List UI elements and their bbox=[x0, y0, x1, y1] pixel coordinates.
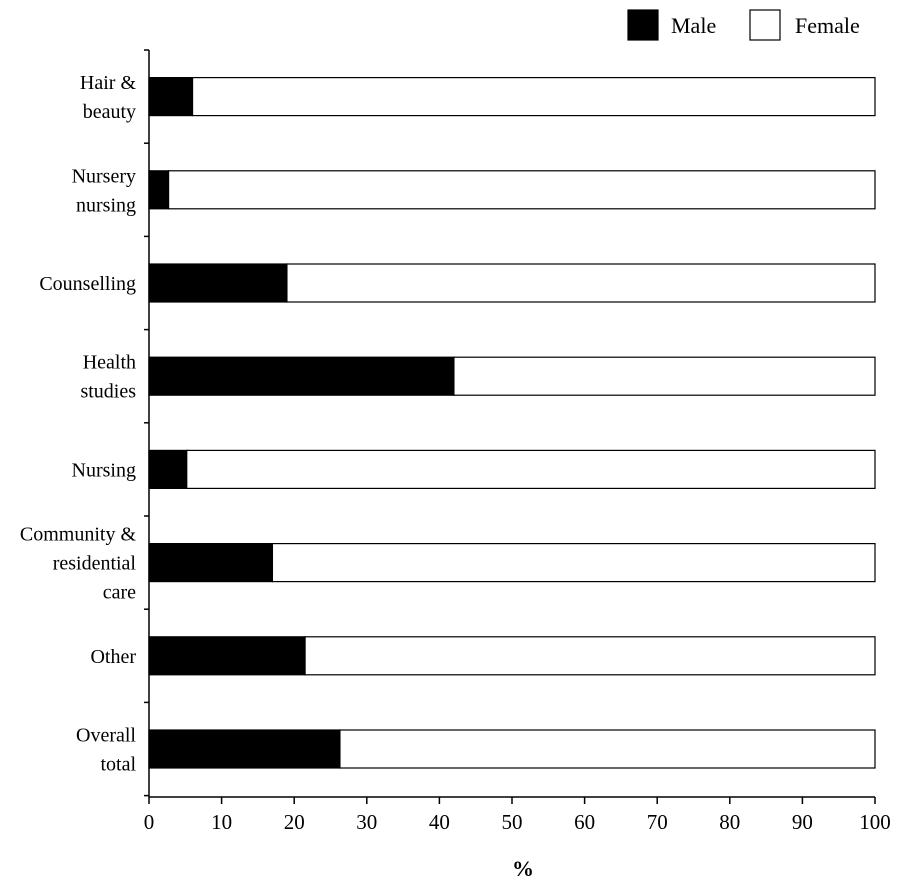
bar-female bbox=[191, 76, 876, 117]
category-label-line: Other bbox=[90, 646, 136, 668]
category-label-line: studies bbox=[80, 381, 136, 403]
bar-male bbox=[148, 449, 188, 489]
category-label-line: beauty bbox=[83, 101, 136, 123]
bar-male bbox=[148, 636, 306, 676]
bar-female bbox=[271, 542, 876, 583]
x-tick-label: 40 bbox=[429, 810, 450, 834]
bar-male bbox=[148, 76, 194, 117]
category-label-line: Nursing bbox=[72, 459, 136, 481]
bar-male bbox=[148, 356, 455, 396]
x-tick-label: 70 bbox=[647, 810, 668, 834]
category-label: Counselling bbox=[39, 273, 136, 295]
x-tick-label: 10 bbox=[211, 810, 232, 834]
x-tick-label: 50 bbox=[502, 810, 523, 834]
category-label-line: total bbox=[100, 754, 136, 776]
x-tick-label: 80 bbox=[719, 810, 740, 834]
bar-female bbox=[186, 449, 876, 489]
category-label-line: nursing bbox=[76, 194, 136, 216]
category-label-line: Hair & bbox=[80, 72, 137, 94]
category-label: Nursery nursing bbox=[72, 165, 136, 216]
bar-female bbox=[286, 263, 876, 303]
category-label: Other bbox=[90, 646, 136, 668]
category-label: Overall total bbox=[76, 725, 136, 776]
category-label-line: Health bbox=[83, 352, 136, 374]
category-label: Community & residential care bbox=[20, 524, 137, 604]
bar-female bbox=[304, 636, 876, 676]
legend-label-female: Female bbox=[795, 13, 860, 38]
legend-swatch-female bbox=[749, 9, 781, 41]
category-label-line: care bbox=[103, 582, 136, 604]
x-tick-label: 90 bbox=[792, 810, 813, 834]
bar-male bbox=[148, 170, 170, 210]
x-tick-label: 30 bbox=[356, 810, 377, 834]
bar-female bbox=[453, 356, 876, 396]
category-label-line: Community & bbox=[20, 524, 137, 546]
category-label-line: Nursery bbox=[72, 165, 136, 187]
category-label-line: Overall bbox=[76, 725, 136, 747]
x-tick-label: 100 bbox=[859, 810, 891, 834]
x-tick-label: 60 bbox=[574, 810, 595, 834]
chart-legend: Male Female bbox=[627, 9, 860, 41]
x-ticks-group: 0 10 20 30 40 50 60 70 80 90 100 bbox=[144, 797, 891, 834]
bar-female bbox=[168, 170, 876, 210]
category-labels-group: Hair & beauty Nursery nursing Counselling Hea… bbox=[20, 72, 137, 775]
legend-swatch-male bbox=[627, 9, 659, 41]
bars-group bbox=[148, 76, 876, 769]
bar-female bbox=[339, 729, 876, 769]
legend-label-male: Male bbox=[671, 13, 716, 38]
bar-male bbox=[148, 542, 274, 583]
axes-group bbox=[144, 49, 875, 798]
bar-male bbox=[148, 729, 341, 769]
category-label: Hair & beauty bbox=[80, 72, 137, 123]
x-tick-label: 20 bbox=[284, 810, 305, 834]
x-tick-label: 0 bbox=[144, 810, 155, 834]
category-label: Nursing bbox=[72, 459, 136, 481]
category-label-line: Counselling bbox=[39, 273, 136, 295]
category-label-line: residential bbox=[53, 553, 137, 575]
category-label: Health studies bbox=[80, 352, 136, 403]
bar-male bbox=[148, 263, 288, 303]
x-axis-title: % bbox=[512, 856, 534, 881]
